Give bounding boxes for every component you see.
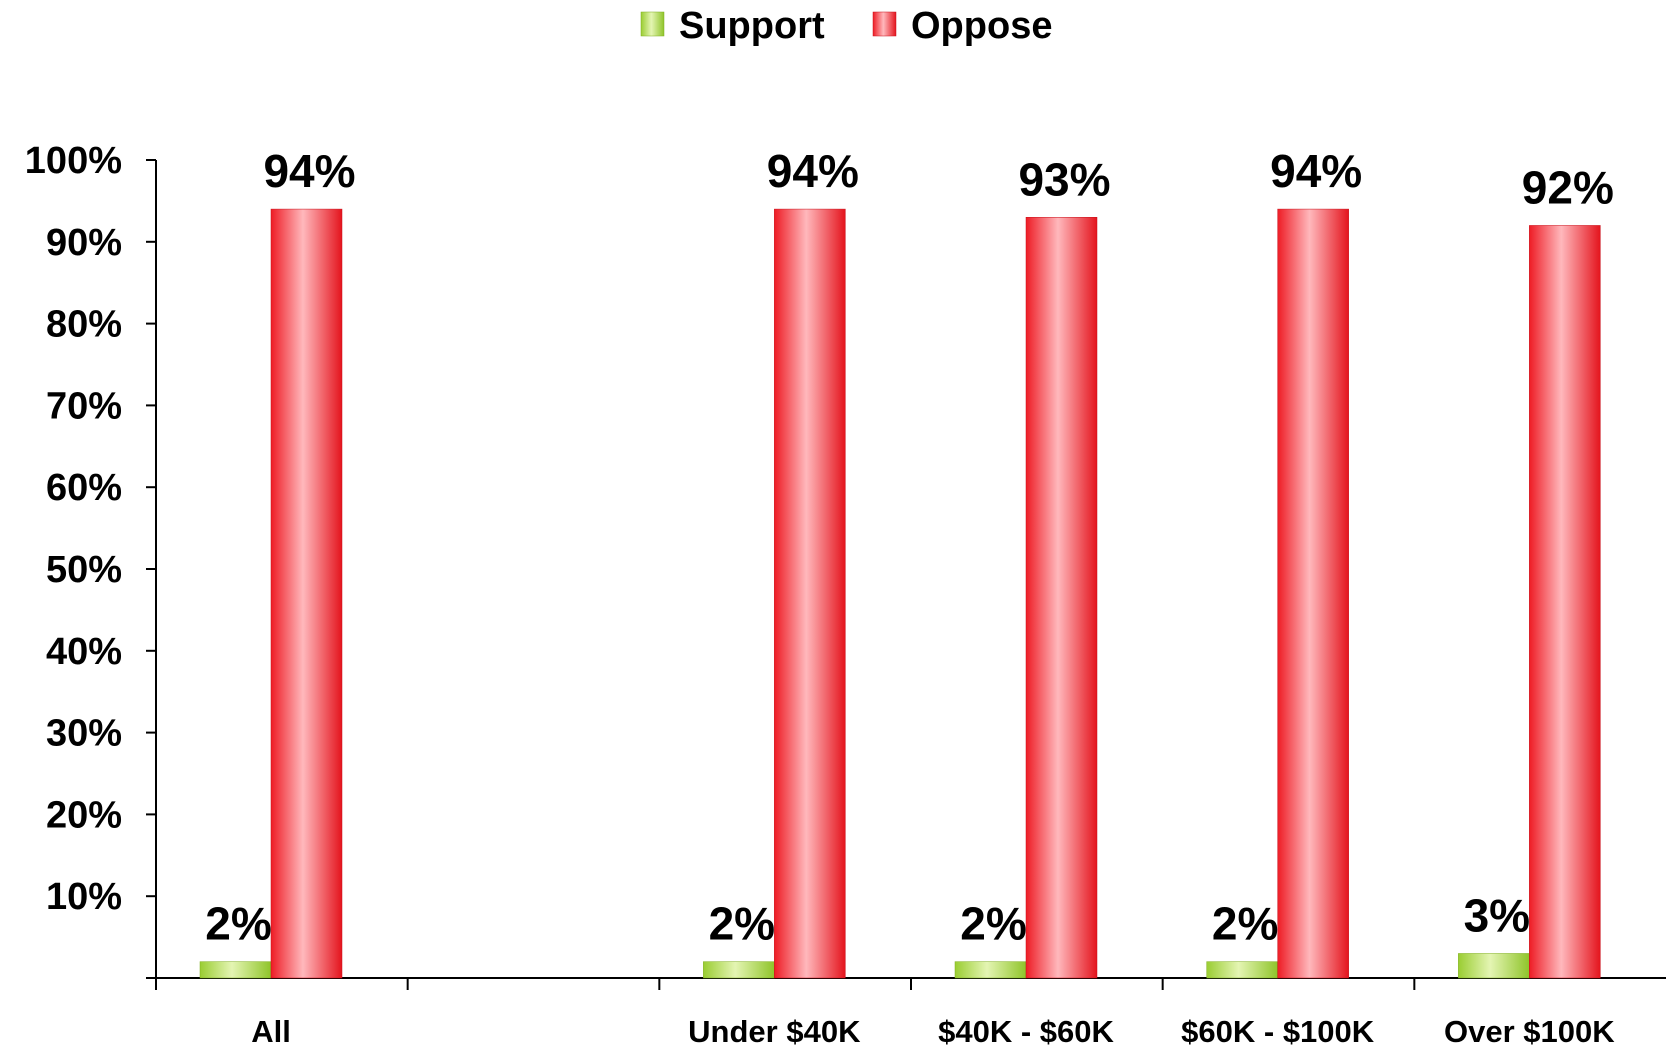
support-legend-label: Support xyxy=(679,5,825,47)
oppose-bar xyxy=(1025,217,1098,979)
labels: 2% 2% 2% 2% 3% 94% 94% 93% 94% 92% xyxy=(205,145,1614,950)
support-value-label: 2% xyxy=(960,898,1026,950)
y-tick-label: 20% xyxy=(46,794,122,836)
support-bar xyxy=(199,961,272,979)
y-tick-label: 70% xyxy=(46,385,122,427)
oppose-value-label: 92% xyxy=(1522,161,1614,213)
y-tick-label: 50% xyxy=(46,549,122,591)
y-tick-label: 60% xyxy=(46,467,122,509)
support-value-label: 2% xyxy=(709,898,775,950)
oppose-legend-label: Oppose xyxy=(911,5,1052,47)
y-tick-label: 40% xyxy=(46,631,122,673)
category-label: All xyxy=(251,1014,291,1049)
category-label: $40K - $60K xyxy=(938,1014,1114,1049)
axes: 10% 20% 30% 40% 50% 60% 70% 80% 90% 100% All Under … xyxy=(25,140,1666,1049)
oppose-bar xyxy=(1277,208,1349,979)
oppose-bar xyxy=(270,208,343,979)
support-value-label: 2% xyxy=(1212,898,1278,950)
oppose-value-label: 94% xyxy=(263,145,355,197)
support-legend-swatch xyxy=(640,11,665,37)
support-value-label: 2% xyxy=(205,898,271,950)
y-tick-label: 100% xyxy=(25,140,122,182)
bars xyxy=(199,208,1601,979)
oppose-value-label: 94% xyxy=(1270,145,1362,197)
oppose-bar xyxy=(774,208,846,979)
y-tick-label: 30% xyxy=(46,713,122,755)
legend: Support Oppose xyxy=(640,5,1052,47)
category-label: Over $100K xyxy=(1444,1014,1615,1049)
support-bar xyxy=(703,961,775,979)
support-value-label: 3% xyxy=(1464,889,1530,941)
category-label: Under $40K xyxy=(688,1014,861,1049)
y-tick-label: 10% xyxy=(46,876,122,918)
y-tick-label: 90% xyxy=(46,222,122,264)
oppose-value-label: 94% xyxy=(767,145,859,197)
y-tick-label: 80% xyxy=(46,304,122,346)
oppose-bar xyxy=(1529,225,1601,979)
oppose-legend-swatch xyxy=(872,11,897,37)
oppose-value-label: 93% xyxy=(1018,153,1110,205)
support-bar xyxy=(1206,961,1278,979)
support-bar xyxy=(1458,953,1530,979)
category-label: $60K - $100K xyxy=(1181,1014,1375,1049)
support-bar xyxy=(954,961,1027,979)
